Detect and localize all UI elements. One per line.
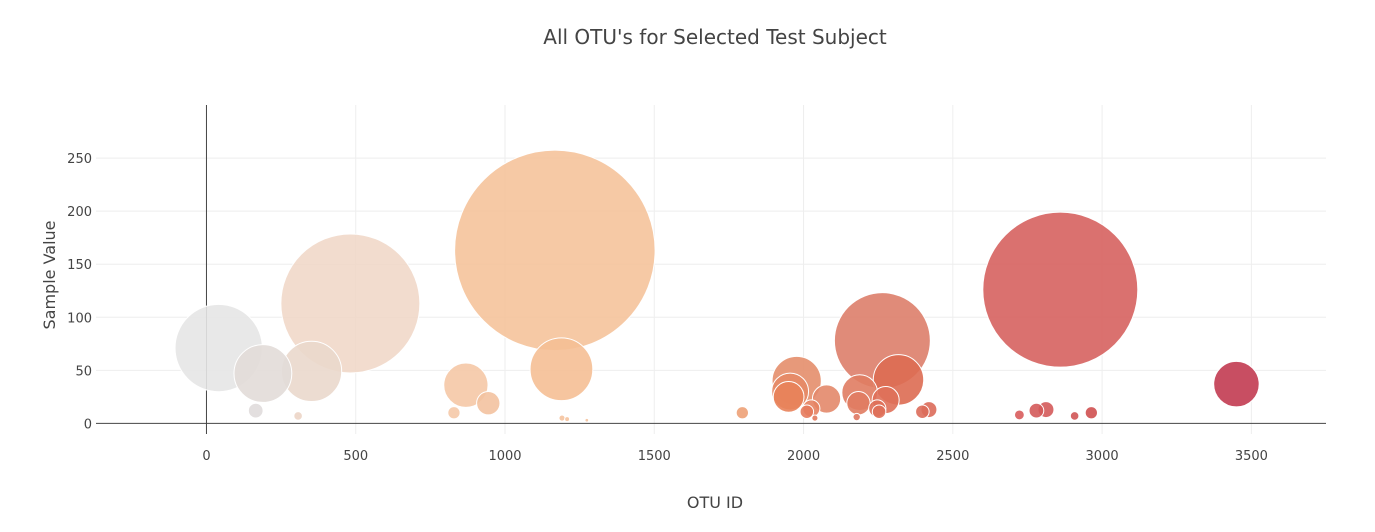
x-tick-label: 2500 (936, 449, 969, 464)
bubble-layer (174, 149, 1260, 423)
data-bubble[interactable] (846, 391, 871, 416)
x-tick-label: 3500 (1235, 449, 1268, 464)
data-bubble[interactable] (915, 404, 930, 419)
data-bubble[interactable] (476, 391, 501, 416)
y-tick-label: 200 (67, 205, 92, 220)
data-bubble[interactable] (799, 404, 815, 419)
x-tick-label: 1500 (638, 449, 671, 464)
data-bubble[interactable] (1028, 402, 1045, 419)
data-bubble[interactable] (280, 233, 421, 374)
data-bubble[interactable] (454, 149, 656, 352)
x-tick-label: 500 (343, 449, 368, 464)
chart-title: All OTU's for Selected Test Subject (543, 25, 887, 49)
data-bubble[interactable] (247, 402, 264, 419)
data-bubble[interactable] (852, 412, 861, 422)
data-bubble[interactable] (584, 417, 590, 423)
y-tick-label: 0 (84, 417, 92, 432)
y-tick-label: 50 (75, 364, 92, 379)
x-tick-label: 3000 (1086, 449, 1119, 464)
y-tick-label: 250 (67, 152, 92, 167)
data-bubble[interactable] (1069, 411, 1080, 421)
data-bubble[interactable] (443, 362, 489, 408)
x-tick-label: 0 (202, 449, 210, 464)
data-bubble[interactable] (529, 337, 594, 402)
data-bubble[interactable] (447, 406, 461, 420)
data-bubble[interactable] (772, 380, 805, 413)
data-bubble[interactable] (1213, 360, 1260, 408)
data-bubble[interactable] (735, 406, 749, 420)
x-axis-title: OTU ID (687, 493, 743, 512)
data-bubble[interactable] (982, 211, 1139, 368)
x-tick-label: 1000 (488, 449, 521, 464)
data-bubble[interactable] (811, 414, 819, 422)
data-bubble[interactable] (871, 404, 887, 419)
x-tick-label: 2000 (787, 449, 820, 464)
data-bubble[interactable] (558, 414, 566, 422)
data-bubble[interactable] (1084, 406, 1098, 420)
tick-layer: 0 500 1000 1500 2000 2500 3000 3500 0 50 100 150 200… (67, 152, 1268, 464)
data-bubble[interactable] (564, 416, 571, 423)
y-tick-label: 100 (67, 311, 92, 326)
data-bubble[interactable] (293, 411, 303, 421)
y-axis-title: Sample Value (40, 220, 59, 329)
data-bubble[interactable] (233, 344, 293, 403)
data-bubble[interactable] (1013, 409, 1025, 421)
y-tick-label: 150 (67, 258, 92, 273)
